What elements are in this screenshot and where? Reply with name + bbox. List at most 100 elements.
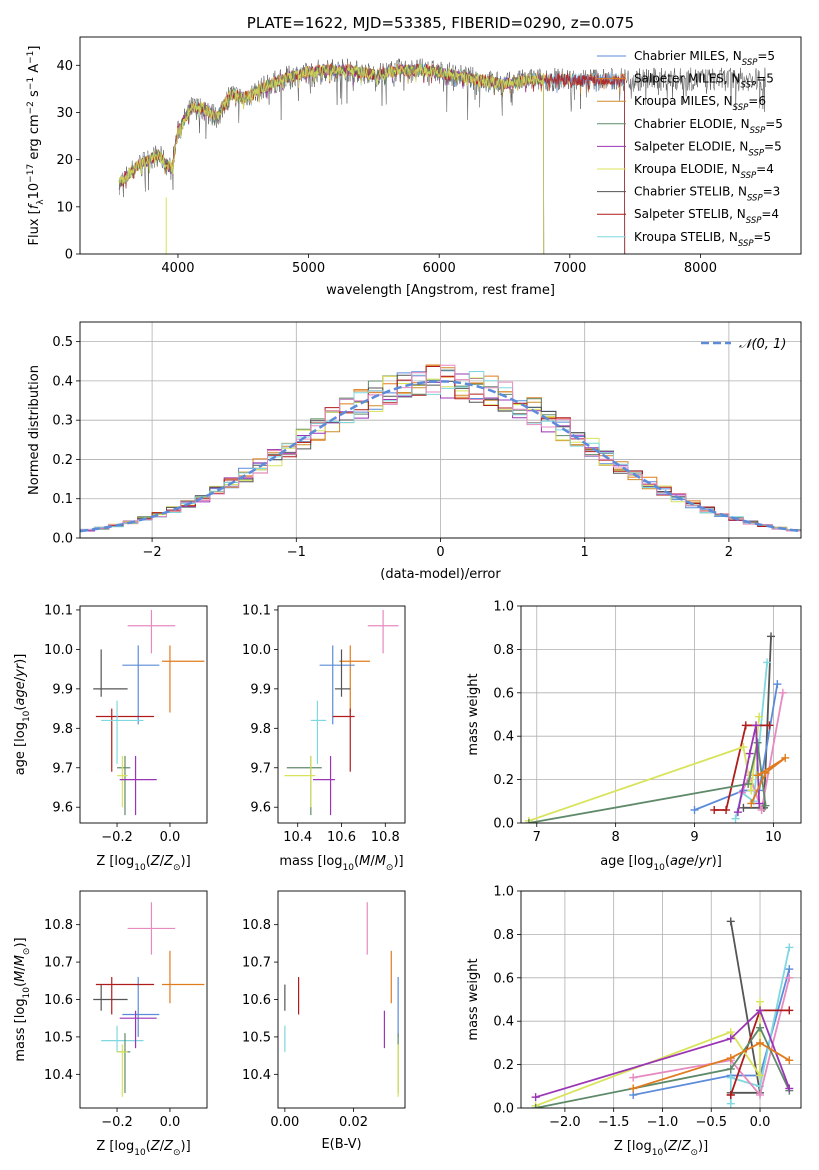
label-part: Z (163, 854, 174, 869)
y-tick-label: 0.2 (493, 773, 514, 788)
y-tick-label: 0.2 (493, 1058, 514, 1073)
legend-entry: Salpeter ELODIE, NSSP=5 (634, 139, 782, 158)
axes-frame (79, 890, 208, 1109)
plot-area-age_vs_Z (93, 609, 205, 816)
label-part: M (375, 854, 386, 869)
y-tick-label: 30 (56, 106, 73, 121)
label-part: Z [log (614, 1139, 652, 1154)
weight-line-chabrier_stelib (729, 921, 762, 1094)
label-part: )] (698, 1139, 708, 1154)
legend-sub: SSP (747, 194, 763, 204)
label-part: ⊙ (173, 863, 181, 873)
legend-entry: Chabrier ELODIE, NSSP=5 (634, 117, 783, 136)
y-tick-label: 0.4 (493, 730, 514, 745)
legend-entry: Kroupa ELODIE, NSSP=4 (634, 162, 774, 181)
x-tick-label: 10.8 (371, 830, 400, 845)
x-tick-label: −1.5 (598, 1115, 630, 1130)
axes-weight_vs_Z: −2.0 −1.5 −1.0 −0.5 0.0 0.0 0.2 0.4 0.6 0.8 1.0 Z [… (466, 885, 802, 1158)
weight-line-salpeter_elodie (535, 1008, 791, 1099)
x-tick-label: 10.6 (327, 830, 356, 845)
legend-entry: Salpeter STELIB, NSSP=4 (634, 207, 779, 226)
x-tick-label: 6000 (423, 261, 456, 276)
weight-line-kroupa_elodie (535, 1001, 761, 1107)
weight-line-salpeter_miles (750, 757, 786, 804)
y-tick-label: 0.2 (52, 453, 73, 468)
y-tick-label: 9.9 (250, 682, 271, 697)
label-part: ( (146, 1139, 151, 1154)
axes-mass_vs_Z: −0.2 0.010.410.510.610.710.8Z [log10(Z/Z⊙… (13, 890, 208, 1158)
y-tick-label: 10.4 (242, 1068, 271, 1083)
x-tick-label: −0.2 (101, 1115, 133, 1130)
label-part: / (160, 1139, 165, 1154)
legend-text: =5 (757, 49, 775, 63)
label-part: 10 (22, 987, 32, 999)
label-part: ( (663, 1139, 668, 1154)
label-part: age (13, 681, 28, 705)
label-part: 10 (653, 863, 665, 873)
weight-line-salpeter_elodie (737, 725, 761, 813)
y-tick-label: 10.1 (242, 603, 271, 618)
legend-text: =6 (748, 94, 766, 108)
label-part: 10 (343, 863, 355, 873)
y-tick-label: 1.0 (493, 885, 514, 900)
weight-line-kroupa_stelib (734, 662, 768, 819)
y-axis-label: mass weight (466, 673, 481, 755)
y-tick-label: 10.6 (242, 993, 271, 1008)
label-part: 10 (134, 1148, 146, 1158)
x-tick-label: −0.2 (101, 830, 133, 845)
y-tick-label: 9.8 (52, 722, 73, 737)
model-spectrum-kroupa_elodie (118, 63, 545, 254)
axes-frame (79, 605, 208, 824)
x-tick-label: 0.02 (339, 1115, 368, 1130)
x-axis-label: Z [log10(Z/Z⊙)] (96, 1139, 190, 1158)
legend-text: Kroupa ELODIE, N (634, 162, 741, 176)
label-part: Z (681, 1139, 692, 1154)
x-axis-label: (data-model)/error (380, 567, 501, 582)
y-tick-label: 20 (56, 153, 73, 168)
plot-area-mass_vs_ebv (284, 902, 399, 1097)
axes-spectrum: 4000 5000 6000 7000 8000 0 10 20 30 40 PLATE=1622,… (26, 14, 802, 298)
x-axis-label: age [log10(age/yr)] (600, 854, 722, 873)
y-tick-label: 0.0 (493, 1102, 514, 1117)
x-tick-label: −2.0 (549, 1115, 581, 1130)
y-tick-label: 0.8 (493, 928, 514, 943)
y-tick-label: 10.0 (242, 643, 271, 658)
y-tick-label: 0.6 (493, 686, 514, 701)
x-axis-label: wavelength [Angstrom, rest frame] (326, 283, 555, 298)
x-tick-label: 0.0 (750, 1115, 771, 1130)
residual-hist-pink (80, 364, 801, 532)
plot-area-age_vs_mass (284, 609, 399, 816)
normal-curve (80, 380, 801, 533)
label-part: −17 (26, 164, 36, 183)
label-part: M (13, 955, 28, 966)
y-tick-label: 40 (56, 59, 73, 74)
label-part: Z (667, 1139, 678, 1154)
axes-residuals: −2 −1 0 1 2 0.0 0.1 0.2 0.3 0.4 0.5 (data-model)/er… (27, 321, 802, 582)
label-part: )] (712, 854, 722, 869)
plot-area-weight_vs_age (524, 632, 790, 823)
legend-entry: 𝒩(0, 1) (739, 337, 786, 352)
y-tick-label: 10.8 (44, 918, 73, 933)
y-tick-label: 9.6 (250, 801, 271, 816)
x-tick-label: 7000 (553, 261, 586, 276)
legend-text: Salpeter MILES, N (634, 72, 741, 86)
legend-text: Salpeter ELODIE, N (634, 139, 748, 153)
y-tick-label: 0.6 (493, 971, 514, 986)
label-part: / (677, 1139, 682, 1154)
label-part: )] (393, 854, 403, 869)
label-part: ( (146, 854, 151, 869)
label-part: M (13, 971, 28, 982)
legend-sub: SSP (742, 58, 758, 68)
y-tick-label: 0.5 (52, 335, 73, 350)
y-tick-label: 10.7 (242, 956, 271, 971)
x-tick-label: 10.4 (283, 830, 312, 845)
label-part: Z (163, 1139, 174, 1154)
weight-line-kroupa_stelib (729, 947, 791, 1104)
label-part: ( (354, 854, 359, 869)
plot-area-weight_vs_Z (531, 917, 794, 1108)
x-tick-label: −1 (287, 545, 306, 560)
plot-area-mass_vs_Z (93, 902, 205, 1097)
y-tick-label: 9.7 (52, 761, 73, 776)
label-part: 10 (27, 183, 42, 200)
axes-age_vs_mass: 10.4 10.6 10.8 9.6 9.7 9.8 9.9 10.0 10.1 mass [lo… (242, 603, 406, 873)
